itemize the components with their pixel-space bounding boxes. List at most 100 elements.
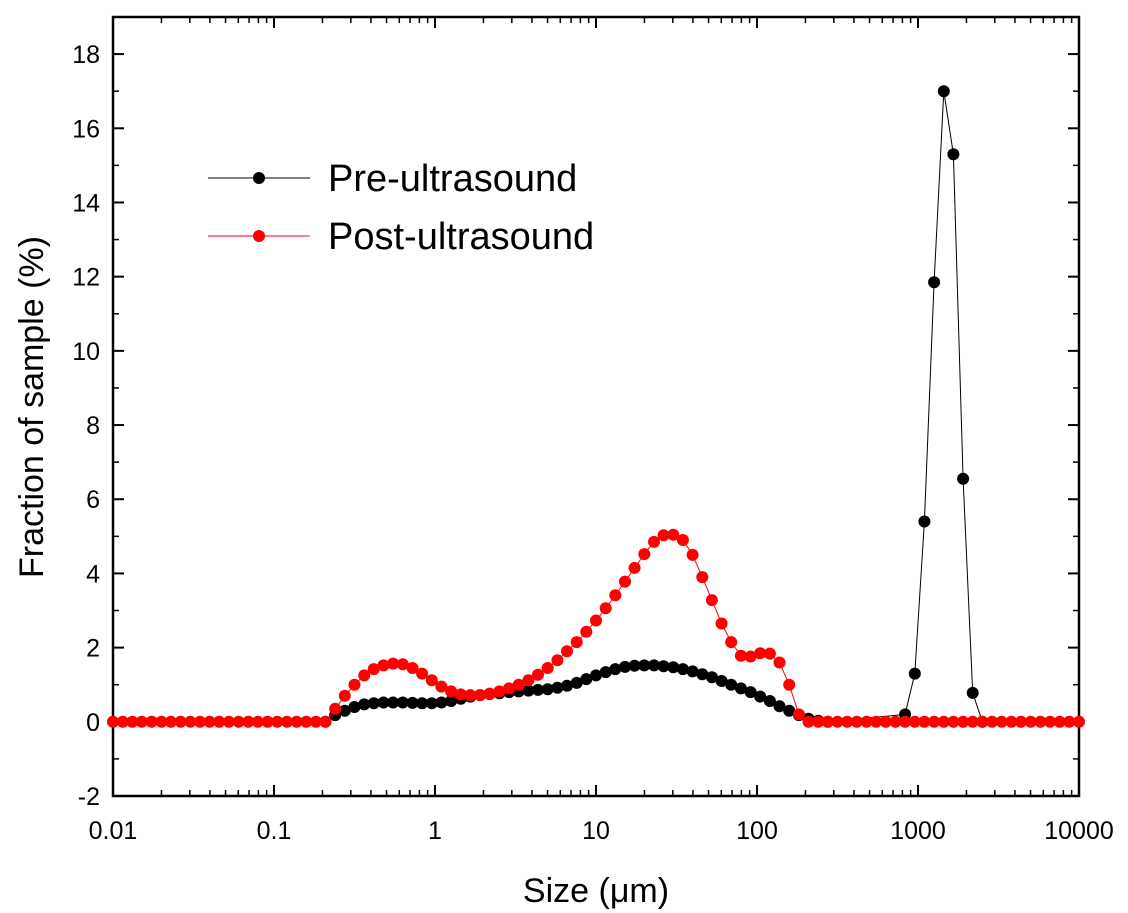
data-point-pre xyxy=(435,696,448,709)
data-point-pre xyxy=(338,704,351,717)
data-point-pre xyxy=(947,148,960,161)
data-point-pre xyxy=(686,665,699,678)
data-point-pre xyxy=(387,696,400,709)
data-point-pre xyxy=(638,659,651,672)
data-point-post xyxy=(1063,715,1076,728)
data-point-post xyxy=(532,668,544,681)
data-point-pre xyxy=(367,697,380,710)
data-point-post xyxy=(358,669,371,682)
data-point-pre xyxy=(725,678,738,691)
data-point-post xyxy=(474,689,487,702)
data-point-post xyxy=(561,645,573,658)
data-point-post xyxy=(734,649,747,662)
data-point-pre xyxy=(590,669,602,682)
data-point-post xyxy=(947,715,960,728)
data-point-post xyxy=(309,715,322,728)
data-point-pre xyxy=(908,667,921,680)
data-point-pre xyxy=(937,85,950,98)
data-point-pre xyxy=(744,686,757,699)
data-point-post xyxy=(242,715,255,728)
data-point-post xyxy=(850,715,863,728)
data-point-post xyxy=(763,647,776,660)
legend-label-pre: Pre-ultrasound xyxy=(328,158,577,200)
data-point-post xyxy=(802,715,815,728)
data-point-post xyxy=(841,715,854,728)
data-point-post xyxy=(725,636,738,649)
data-point-pre xyxy=(416,697,429,710)
data-point-post xyxy=(203,715,216,728)
data-point-post xyxy=(396,658,409,671)
data-point-post xyxy=(1005,715,1018,728)
data-point-post xyxy=(918,715,931,728)
data-point-post xyxy=(580,625,593,638)
data-point-post xyxy=(551,654,564,667)
data-point-pre xyxy=(676,663,689,676)
data-point-pre xyxy=(628,659,641,672)
data-point-pre xyxy=(551,681,564,694)
data-point-pre xyxy=(648,659,660,672)
data-point-post xyxy=(657,529,670,542)
axis-ticks xyxy=(112,17,1080,797)
data-point-post xyxy=(126,715,139,728)
y-tick-label: 12 xyxy=(72,264,100,292)
legend-marker-pre xyxy=(253,172,265,184)
x-tick-label: 0.1 xyxy=(257,817,292,845)
legend-marker-post xyxy=(253,230,265,242)
data-point-pre xyxy=(966,686,979,699)
y-tick-label: 18 xyxy=(72,41,100,69)
data-point-post xyxy=(155,715,168,728)
data-point-post xyxy=(522,674,535,687)
data-point-post xyxy=(908,715,921,728)
data-point-post xyxy=(773,656,786,669)
data-point-post xyxy=(454,688,467,701)
data-point-post xyxy=(348,678,361,691)
y-tick-label: 4 xyxy=(86,560,100,588)
x-tick-label: 10 xyxy=(582,817,610,845)
y-tick-label: -2 xyxy=(78,783,100,811)
data-point-post xyxy=(831,715,844,728)
legend-label-post: Post-ultrasound xyxy=(328,216,594,258)
data-point-post xyxy=(387,657,400,670)
data-point-post xyxy=(261,715,274,728)
data-point-pre xyxy=(580,673,593,686)
data-point-post xyxy=(222,715,235,728)
y-axis-title: Fraction of sample (%) xyxy=(13,236,51,578)
data-point-post xyxy=(145,715,158,728)
data-point-post xyxy=(541,662,554,674)
data-point-post xyxy=(300,715,313,728)
data-point-post xyxy=(367,663,380,676)
data-point-post xyxy=(599,602,612,615)
data-point-post xyxy=(107,715,119,728)
data-point-post xyxy=(435,680,448,693)
data-point-pre xyxy=(918,515,931,528)
data-point-pre xyxy=(358,698,371,711)
x-tick-label: 100 xyxy=(736,817,778,845)
data-point-post xyxy=(686,548,699,561)
data-point-post xyxy=(280,715,293,728)
data-point-pre xyxy=(928,276,941,289)
data-point-post xyxy=(705,594,718,607)
data-point-pre xyxy=(619,660,631,673)
y-tick-labels: -2 0 2 4 6 8 10 12 14 16 18 xyxy=(72,41,100,811)
data-point-post xyxy=(889,715,902,728)
x-axis-title: Size (μm) xyxy=(523,872,669,910)
data-point-post xyxy=(667,528,680,541)
data-point-post xyxy=(590,614,602,627)
data-point-post xyxy=(676,534,689,546)
data-point-post xyxy=(213,715,226,728)
data-point-post xyxy=(329,702,342,715)
data-point-post xyxy=(879,715,892,728)
data-point-post xyxy=(377,659,390,672)
data-point-post xyxy=(609,589,622,602)
data-point-pre xyxy=(754,690,767,703)
data-point-post xyxy=(184,715,197,728)
data-point-post xyxy=(744,650,757,663)
data-point-post xyxy=(290,715,303,728)
x-tick-label: 1000 xyxy=(890,817,946,845)
data-point-pre xyxy=(377,696,390,709)
data-point-post xyxy=(570,636,583,649)
x-tick-label: 1 xyxy=(428,817,442,845)
y-tick-label: 14 xyxy=(72,189,100,217)
